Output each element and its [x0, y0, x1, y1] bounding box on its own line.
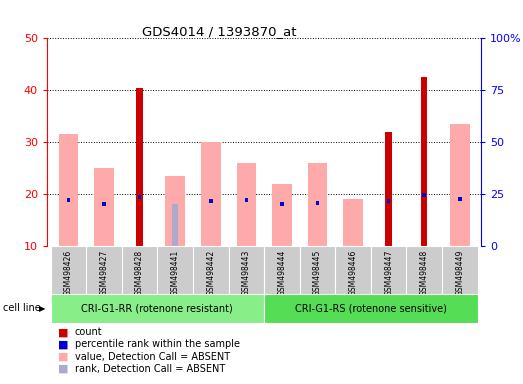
- Text: CRI-G1-RS (rotenone sensitive): CRI-G1-RS (rotenone sensitive): [295, 303, 447, 313]
- Bar: [245, 198, 248, 202]
- Bar: [385, 132, 392, 246]
- Bar: [335, 246, 371, 294]
- Text: GSM498428: GSM498428: [135, 250, 144, 296]
- Bar: [66, 198, 70, 202]
- Text: value, Detection Call = ABSENT: value, Detection Call = ABSENT: [75, 352, 230, 362]
- Bar: [157, 246, 193, 294]
- Bar: [165, 176, 185, 246]
- Bar: [59, 134, 78, 246]
- Bar: [94, 168, 114, 246]
- Bar: [86, 246, 122, 294]
- Text: CRI-G1-RR (rotenone resistant): CRI-G1-RR (rotenone resistant): [82, 303, 233, 313]
- Text: GSM498446: GSM498446: [348, 250, 358, 296]
- Bar: [51, 246, 86, 294]
- Bar: [442, 246, 477, 294]
- Bar: [421, 77, 427, 246]
- Text: GSM498426: GSM498426: [64, 250, 73, 296]
- Bar: [450, 124, 470, 246]
- Bar: [406, 246, 442, 294]
- Text: ■: ■: [58, 352, 68, 362]
- Bar: [371, 246, 406, 294]
- Text: count: count: [75, 327, 103, 337]
- Text: GSM498447: GSM498447: [384, 250, 393, 296]
- Bar: [201, 142, 221, 246]
- Text: GSM498441: GSM498441: [170, 250, 180, 296]
- Text: GSM498449: GSM498449: [456, 250, 464, 296]
- Text: ■: ■: [58, 364, 68, 374]
- Text: percentile rank within the sample: percentile rank within the sample: [75, 339, 240, 349]
- Bar: [308, 163, 327, 246]
- Text: GSM498448: GSM498448: [420, 250, 429, 296]
- Bar: [229, 246, 264, 294]
- Bar: [280, 202, 283, 206]
- Bar: [423, 193, 426, 197]
- Bar: [51, 294, 264, 323]
- Text: GSM498444: GSM498444: [277, 250, 287, 296]
- Text: ■: ■: [58, 339, 68, 349]
- Bar: [193, 246, 229, 294]
- Text: GSM498427: GSM498427: [99, 250, 108, 296]
- Bar: [343, 199, 363, 246]
- Bar: [458, 197, 462, 201]
- Bar: [316, 201, 319, 205]
- Text: ▶: ▶: [39, 304, 45, 313]
- Text: GDS4014 / 1393870_at: GDS4014 / 1393870_at: [142, 25, 297, 38]
- Bar: [300, 246, 335, 294]
- Bar: [236, 163, 256, 246]
- Bar: [209, 199, 212, 203]
- Text: GSM498445: GSM498445: [313, 250, 322, 296]
- Bar: [122, 246, 157, 294]
- Bar: [272, 184, 292, 246]
- Bar: [138, 195, 141, 199]
- Bar: [387, 199, 391, 203]
- Bar: [264, 246, 300, 294]
- Bar: [137, 88, 143, 246]
- Bar: [172, 204, 178, 246]
- Bar: [264, 294, 477, 323]
- Text: GSM498443: GSM498443: [242, 250, 251, 296]
- Text: ■: ■: [58, 327, 68, 337]
- Text: cell line: cell line: [3, 303, 40, 313]
- Text: rank, Detection Call = ABSENT: rank, Detection Call = ABSENT: [75, 364, 225, 374]
- Text: GSM498442: GSM498442: [206, 250, 215, 296]
- Bar: [102, 202, 106, 206]
